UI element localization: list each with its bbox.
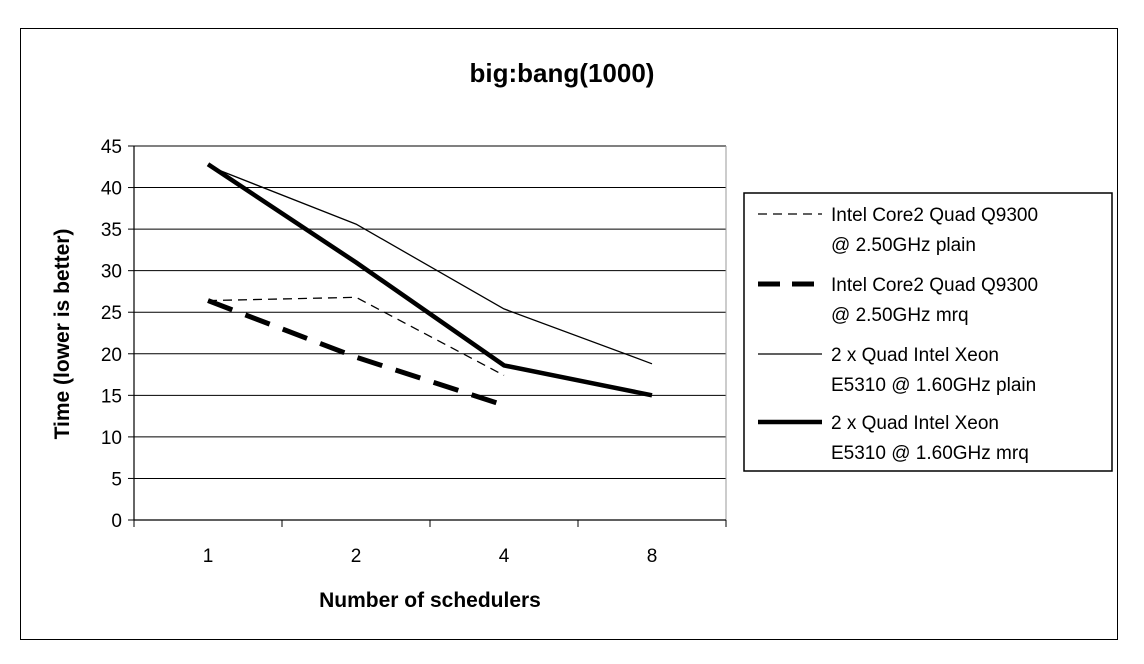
x-axis-label: Number of schedulers <box>319 589 541 612</box>
y-tick-label: 5 <box>111 469 122 490</box>
legend-label: E5310 @ 1.60GHz mrq <box>831 443 1029 464</box>
y-axis-label: Time (lower is better) <box>51 229 74 440</box>
tick-labels: 0 5 10 15 20 25 30 35 40 45 1 2 4 8 <box>101 137 657 567</box>
y-tick-label: 35 <box>101 220 122 241</box>
legend-label: @ 2.50GHz plain <box>831 235 976 256</box>
series-line-4 <box>206 162 653 398</box>
legend-label: @ 2.50GHz mrq <box>831 305 969 326</box>
y-tick-label: 40 <box>101 179 122 200</box>
y-tick-label: 30 <box>101 262 122 283</box>
series-line-3 <box>207 165 653 365</box>
series-lines <box>206 162 653 408</box>
y-tick-label: 45 <box>101 137 122 158</box>
series-line-1 <box>207 296 505 376</box>
x-tick-label: 4 <box>499 546 510 567</box>
legend: Intel Core2 Quad Q9300 @ 2.50GHz plain Int… <box>758 205 1038 464</box>
legend-label: 2 x Quad Intel Xeon <box>831 413 999 434</box>
y-tick-label: 20 <box>101 345 122 366</box>
x-tick-label: 1 <box>203 546 214 567</box>
y-tick-label: 15 <box>101 386 122 407</box>
legend-label: Intel Core2 Quad Q9300 <box>831 205 1038 226</box>
legend-label: E5310 @ 1.60GHz plain <box>831 375 1036 396</box>
y-tick-label: 0 <box>111 511 122 532</box>
legend-label: 2 x Quad Intel Xeon <box>831 345 999 366</box>
grid-lines <box>134 145 726 479</box>
x-tick-label: 2 <box>351 546 362 567</box>
legend-label: Intel Core2 Quad Q9300 <box>831 275 1038 296</box>
y-tick-label: 10 <box>101 428 122 449</box>
x-tick-label: 8 <box>647 546 658 567</box>
axes <box>128 145 727 527</box>
legend-box <box>743 192 1113 472</box>
y-tick-label: 25 <box>101 303 122 324</box>
series-line-2 <box>207 298 505 408</box>
chart-title: big:bang(1000) <box>470 58 655 88</box>
